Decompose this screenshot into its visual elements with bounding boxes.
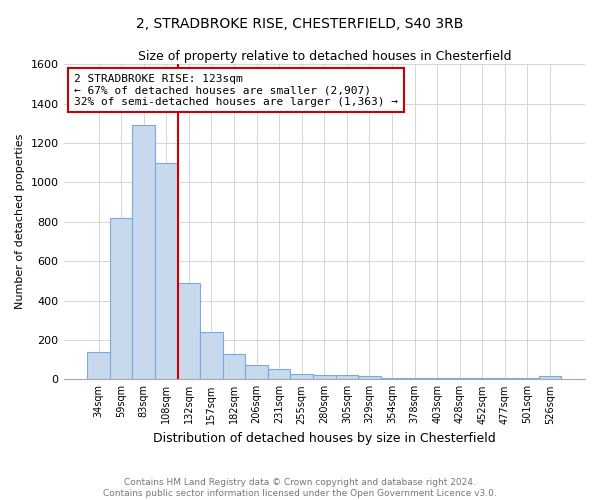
Bar xyxy=(245,364,268,380)
Bar xyxy=(178,283,200,380)
Bar xyxy=(426,378,448,380)
Bar xyxy=(494,378,516,380)
Bar xyxy=(87,352,110,380)
Text: 2, STRADBROKE RISE, CHESTERFIELD, S40 3RB: 2, STRADBROKE RISE, CHESTERFIELD, S40 3R… xyxy=(136,18,464,32)
X-axis label: Distribution of detached houses by size in Chesterfield: Distribution of detached houses by size … xyxy=(153,432,496,445)
Bar xyxy=(200,332,223,380)
Bar xyxy=(381,378,403,380)
Bar xyxy=(403,378,426,380)
Bar xyxy=(155,162,178,380)
Bar xyxy=(133,125,155,380)
Bar xyxy=(335,376,358,380)
Title: Size of property relative to detached houses in Chesterfield: Size of property relative to detached ho… xyxy=(137,50,511,63)
Bar xyxy=(471,378,494,380)
Bar xyxy=(223,354,245,380)
Bar xyxy=(448,378,471,380)
Bar xyxy=(358,376,381,380)
Bar xyxy=(539,376,561,380)
Text: 2 STRADBROKE RISE: 123sqm
← 67% of detached houses are smaller (2,907)
32% of se: 2 STRADBROKE RISE: 123sqm ← 67% of detac… xyxy=(74,74,398,107)
Bar xyxy=(110,218,133,380)
Bar xyxy=(313,376,335,380)
Bar xyxy=(268,370,290,380)
Text: Contains HM Land Registry data © Crown copyright and database right 2024.
Contai: Contains HM Land Registry data © Crown c… xyxy=(103,478,497,498)
Y-axis label: Number of detached properties: Number of detached properties xyxy=(15,134,25,310)
Bar xyxy=(290,374,313,380)
Bar xyxy=(516,378,539,380)
